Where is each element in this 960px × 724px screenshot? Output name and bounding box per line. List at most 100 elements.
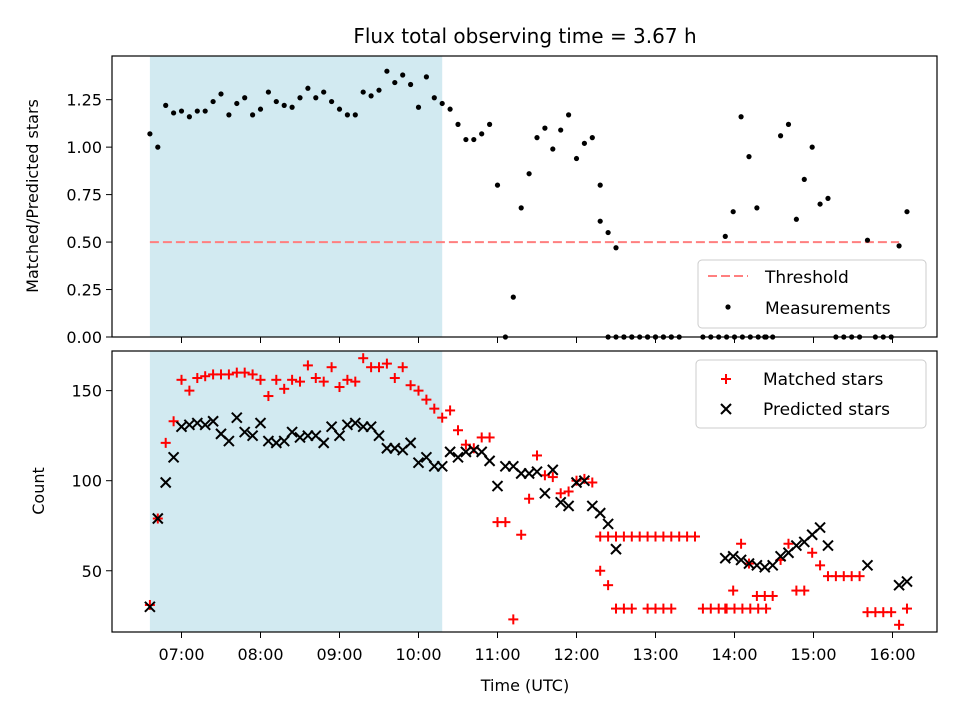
predicted-star-point bbox=[735, 554, 747, 566]
predicted-star-point bbox=[317, 437, 330, 449]
measurement-point bbox=[809, 144, 815, 150]
matched-star-point bbox=[524, 493, 535, 504]
x-b bbox=[286, 426, 298, 438]
predicted-star-point bbox=[223, 435, 235, 447]
measurement-point bbox=[289, 104, 295, 110]
x-b bbox=[231, 411, 243, 424]
measurement-point bbox=[487, 121, 493, 127]
measurement-point bbox=[510, 294, 516, 300]
matched-star-point bbox=[271, 374, 282, 385]
x-b bbox=[167, 451, 180, 463]
legend-measurement-swatch bbox=[725, 304, 731, 310]
measurement-point bbox=[777, 133, 784, 139]
matched-star-point bbox=[728, 585, 739, 596]
measurement-point bbox=[321, 89, 327, 95]
x-b bbox=[774, 550, 787, 563]
measurement-point bbox=[722, 233, 728, 239]
predicted-star-point bbox=[602, 518, 614, 530]
measurement-point bbox=[360, 89, 366, 95]
measurement-point bbox=[534, 135, 540, 141]
predicted-star-point bbox=[893, 579, 905, 591]
x-b bbox=[412, 456, 425, 469]
measurement-point bbox=[226, 112, 232, 118]
matched-star-point bbox=[295, 376, 305, 387]
x-b bbox=[822, 539, 834, 552]
matched-star-point bbox=[587, 477, 598, 488]
x-tick-label: 14:00 bbox=[711, 645, 757, 664]
matched-star-point bbox=[720, 603, 731, 614]
x-b bbox=[570, 476, 583, 489]
matched-star-point bbox=[666, 603, 677, 614]
measurement-point bbox=[242, 95, 248, 101]
x-b bbox=[333, 429, 346, 442]
x-tick-label: 16:00 bbox=[869, 645, 915, 664]
legend-top: Threshold Measurements bbox=[697, 259, 927, 329]
y-tick-label: 50 bbox=[82, 562, 102, 581]
x-b bbox=[270, 437, 283, 449]
measurement-point bbox=[257, 106, 264, 112]
legend-box bbox=[695, 359, 927, 429]
predicted-star-point bbox=[594, 507, 606, 519]
x-b bbox=[610, 543, 622, 555]
matched-star-point bbox=[815, 560, 826, 571]
matched-star-point bbox=[287, 374, 298, 385]
matched-star-point bbox=[894, 619, 905, 630]
measurement-point bbox=[597, 218, 603, 224]
matched-star-point bbox=[239, 367, 250, 378]
predicted-star-point bbox=[349, 417, 362, 429]
measurement-point bbox=[297, 95, 303, 101]
matched-star-point bbox=[144, 599, 155, 610]
x-b bbox=[814, 521, 826, 534]
x-tick-label: 11:00 bbox=[474, 645, 520, 664]
matched-star-point bbox=[500, 517, 511, 528]
predicted-star-point bbox=[822, 539, 834, 552]
matched-star-point bbox=[160, 437, 171, 448]
x-b bbox=[223, 435, 235, 447]
matched-star-point bbox=[334, 382, 345, 393]
y-tick-label: 100 bbox=[71, 472, 102, 491]
predicted-star-point bbox=[774, 550, 787, 563]
measurement-point bbox=[597, 182, 603, 188]
predicted-star-point bbox=[547, 464, 559, 476]
matched-star-point bbox=[445, 405, 456, 416]
x-b bbox=[294, 431, 306, 444]
x-b bbox=[317, 437, 330, 449]
measurement-point bbox=[431, 95, 437, 101]
predicted-star-point bbox=[152, 512, 164, 525]
legend-bottom: Matched stars Predicted stars bbox=[695, 359, 927, 429]
measurement-point bbox=[202, 108, 208, 114]
matched-star-point bbox=[358, 353, 369, 364]
predicted-star-point bbox=[727, 550, 739, 563]
measurement-point bbox=[336, 106, 343, 112]
predicted-star-point bbox=[159, 476, 172, 489]
x-b bbox=[199, 419, 211, 431]
predicted-star-point bbox=[199, 419, 211, 431]
measurement-point bbox=[447, 106, 453, 112]
matched-star-point bbox=[437, 412, 448, 423]
measurement-point bbox=[265, 89, 271, 95]
predicted-star-point bbox=[238, 426, 251, 438]
measurement-point bbox=[738, 114, 744, 120]
x-b bbox=[254, 417, 267, 429]
predicted-star-point bbox=[246, 429, 259, 442]
matched-star-point bbox=[626, 603, 637, 614]
measurement-point bbox=[581, 140, 588, 146]
measurement-point bbox=[896, 243, 902, 249]
predicted-star-point bbox=[578, 474, 591, 487]
x-b bbox=[183, 419, 196, 431]
predicted-star-point bbox=[610, 543, 622, 555]
x-tick-label: 09:00 bbox=[316, 645, 362, 664]
measurement-point bbox=[186, 114, 192, 120]
matched-star-point bbox=[603, 580, 614, 591]
x-b bbox=[175, 420, 188, 433]
x-b bbox=[602, 518, 614, 530]
measurement-point bbox=[352, 112, 358, 118]
measurement-point bbox=[558, 127, 564, 133]
y-tick-label: 0.50 bbox=[66, 233, 102, 252]
measurement-point bbox=[155, 144, 161, 150]
measurement-point bbox=[573, 155, 580, 162]
observing-span-shade bbox=[149, 56, 443, 337]
measurement-point bbox=[785, 121, 792, 127]
predicted-star-point bbox=[491, 480, 504, 492]
measurement-point bbox=[423, 74, 429, 80]
